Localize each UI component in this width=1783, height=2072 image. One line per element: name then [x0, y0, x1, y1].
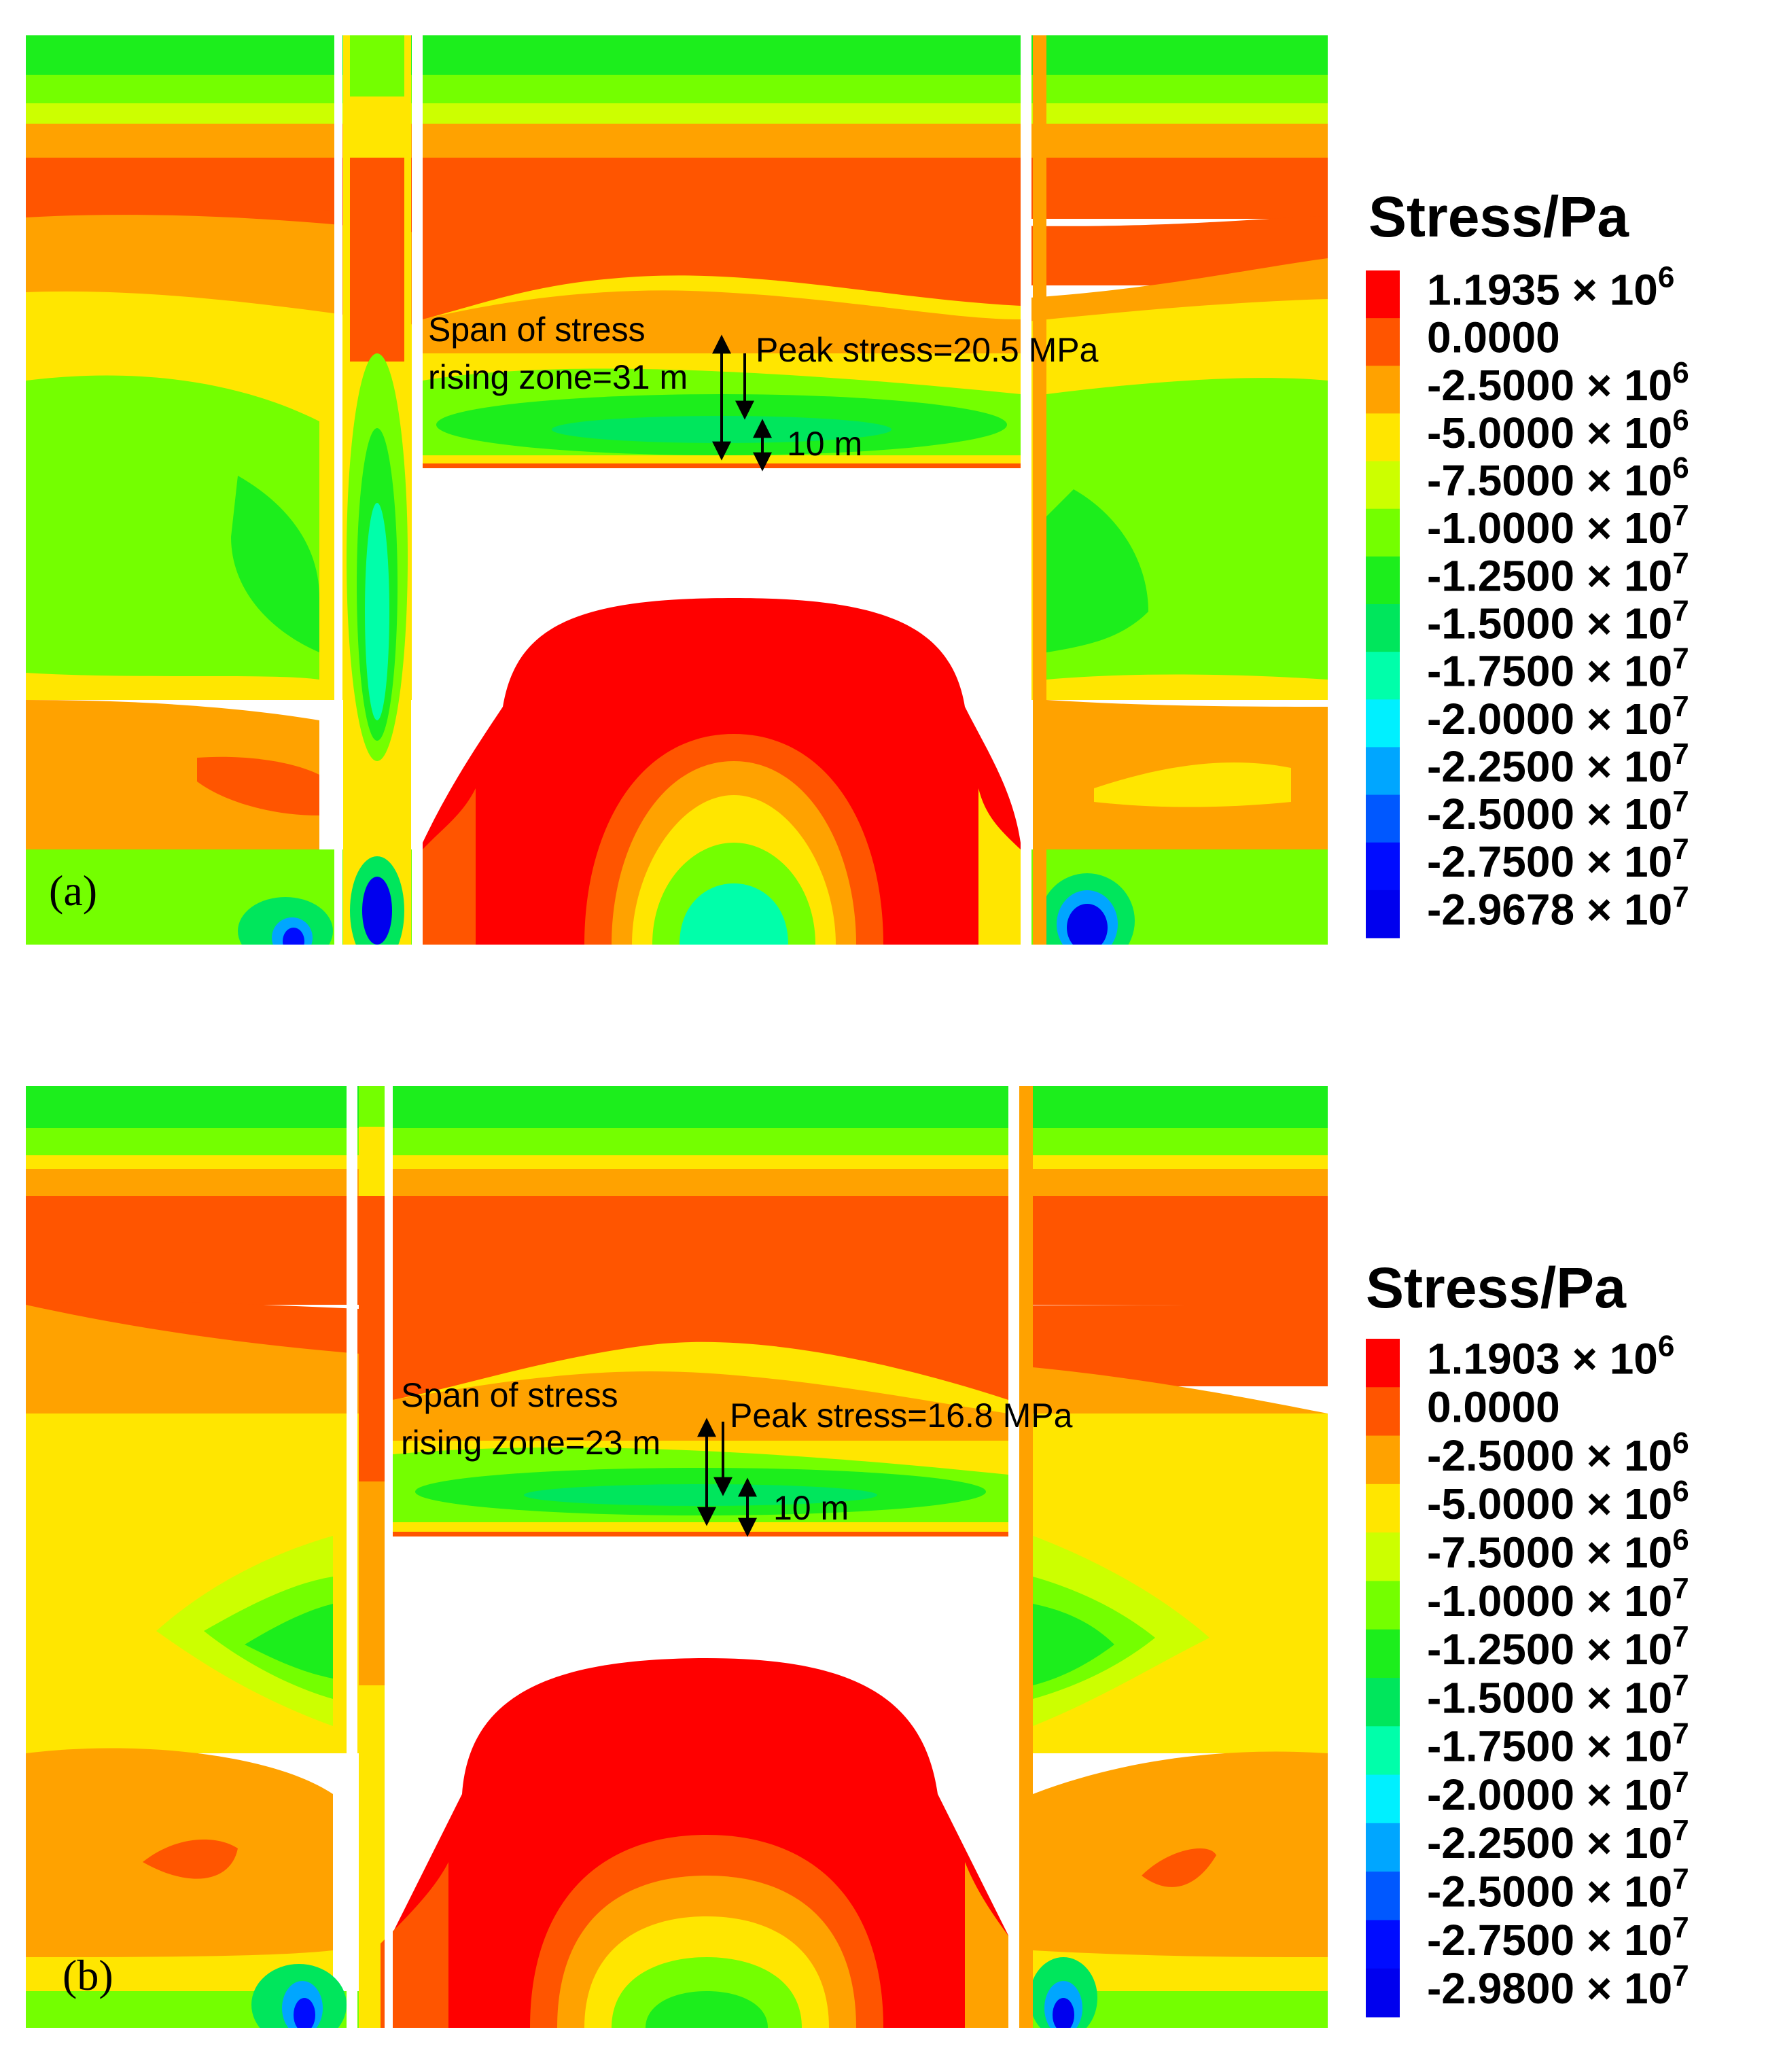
legend-label: 1.1903 × 106 — [1427, 1329, 1674, 1383]
legend-swatch — [1366, 556, 1400, 605]
legend-label: 0.0000 — [1427, 1383, 1560, 1432]
contour-field-a — [26, 35, 1328, 945]
legend-label: -1.0000 × 107 — [1427, 1572, 1689, 1626]
legend-swatch — [1366, 413, 1400, 462]
panel-b: (b) Span of stress rising zone=23 m Peak… — [26, 1086, 1689, 2028]
legend-label: -2.5000 × 106 — [1427, 1426, 1689, 1480]
legend-label: -2.7500 × 107 — [1427, 832, 1689, 886]
legend-label: -2.5000 × 107 — [1427, 1862, 1689, 1916]
legend-swatch — [1366, 461, 1400, 510]
legend-label: -2.7500 × 107 — [1427, 1911, 1689, 1965]
legend-swatch — [1366, 1581, 1400, 1630]
legend-swatch — [1366, 1726, 1400, 1776]
legend-swatch — [1366, 1823, 1400, 1872]
span-text-line2-b: rising zone=23 m — [401, 1424, 660, 1462]
legend-label: -7.5000 × 106 — [1427, 451, 1689, 505]
legend-swatch — [1366, 318, 1400, 366]
legend-swatches-b — [1366, 1339, 1400, 2018]
legend-swatch — [1366, 890, 1400, 938]
distance-text-a: 10 m — [787, 425, 862, 463]
legend-label: -2.0000 × 107 — [1427, 690, 1689, 743]
legend-label: -2.5000 × 107 — [1427, 785, 1689, 839]
legend-label: -2.2500 × 107 — [1427, 1814, 1689, 1867]
legend-swatch — [1366, 366, 1400, 414]
legend-swatch — [1366, 1435, 1400, 1485]
legend-swatch — [1366, 1774, 1400, 1824]
distance-text-b: 10 m — [773, 1489, 849, 1527]
legend-swatch — [1366, 1872, 1400, 1920]
legend-label: -2.9678 × 107 — [1427, 880, 1689, 934]
legend-label: -1.7500 × 107 — [1427, 642, 1689, 696]
peak-text-b: Peak stress=16.8 MPa — [730, 1397, 1073, 1435]
legend-label: -1.0000 × 107 — [1427, 499, 1689, 552]
legend-label: -1.5000 × 107 — [1427, 595, 1689, 648]
legend-swatch — [1366, 699, 1400, 748]
panel-label-b: (b) — [63, 1951, 113, 1999]
legend-label: -5.0000 × 106 — [1427, 404, 1689, 457]
legend-swatch — [1366, 1339, 1400, 1388]
panel-label-a: (a) — [49, 866, 97, 915]
peak-text-a: Peak stress=20.5 MPa — [756, 331, 1099, 369]
span-text-line1-a: Span of stress — [428, 311, 646, 349]
legend-title-a: Stress/Pa — [1369, 185, 1629, 249]
legend-swatches-a — [1366, 270, 1400, 938]
legend-swatch — [1366, 842, 1400, 891]
legend-swatch — [1366, 652, 1400, 700]
annotation-b: Span of stress rising zone=23 m Peak str… — [401, 1376, 1073, 1537]
legend-label: -7.5000 × 106 — [1427, 1523, 1689, 1577]
legend-label: 1.1935 × 106 — [1427, 261, 1674, 315]
legend-label: -2.9800 × 107 — [1427, 1959, 1689, 2013]
contour-field-b — [26, 1086, 1328, 2028]
annotation-a: Span of stress rising zone=31 m Peak str… — [428, 311, 1099, 472]
legend-label: -2.2500 × 107 — [1427, 737, 1689, 791]
legend-swatch — [1366, 508, 1400, 557]
legend-title-b: Stress/Pa — [1366, 1256, 1627, 1320]
legend-swatch — [1366, 747, 1400, 796]
legend-swatch — [1366, 1387, 1400, 1437]
legend-swatch — [1366, 270, 1400, 319]
panel-a: (a) Span of stress rising zone=31 m Peak… — [26, 35, 1689, 945]
span-text-line2-a: rising zone=31 m — [428, 358, 688, 396]
legend-label: -1.7500 × 107 — [1427, 1717, 1689, 1771]
legend-label: 0.0000 — [1427, 313, 1560, 362]
legend-swatch — [1366, 1678, 1400, 1727]
legend-swatch — [1366, 1968, 1400, 2018]
legend-swatch — [1366, 1629, 1400, 1679]
legend-label: -1.5000 × 107 — [1427, 1668, 1689, 1722]
legend-label: -2.0000 × 107 — [1427, 1766, 1689, 1819]
legend-label: -1.2500 × 107 — [1427, 546, 1689, 600]
span-text-line1-b: Span of stress — [401, 1376, 618, 1414]
legend-label: -1.2500 × 107 — [1427, 1620, 1689, 1674]
legend-swatch — [1366, 1483, 1400, 1533]
legend-label: -5.0000 × 106 — [1427, 1475, 1689, 1528]
legend-swatch — [1366, 794, 1400, 843]
legend-label: -2.5000 × 106 — [1427, 356, 1689, 410]
legend-swatch — [1366, 1532, 1400, 1581]
legend-swatch — [1366, 604, 1400, 652]
legend-swatch — [1366, 1920, 1400, 1969]
